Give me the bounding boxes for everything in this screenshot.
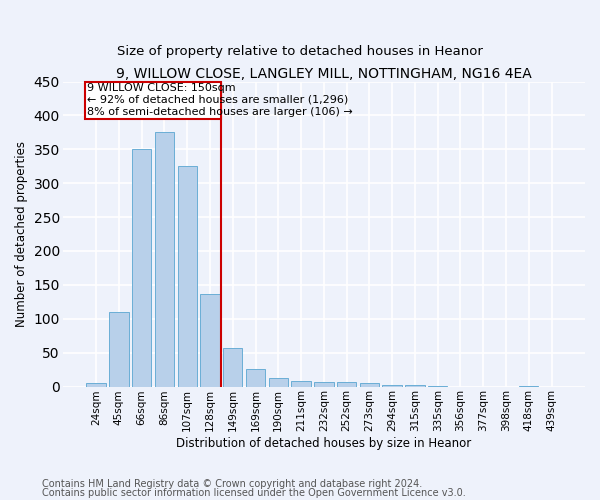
Bar (155, 132, 174, 386)
Text: Contains HM Land Registry data © Crown copyright and database right 2024.: Contains HM Land Registry data © Crown c… (42, 479, 422, 489)
Bar (132, 150, 151, 386)
Text: 9 WILLOW CLOSE: 150sqm: 9 WILLOW CLOSE: 150sqm (87, 83, 236, 93)
Bar (360, 383, 379, 386)
Bar (269, 378, 288, 386)
Bar (178, 166, 197, 386)
Bar (337, 382, 356, 386)
Text: ← 92% of detached houses are smaller (1,296): ← 92% of detached houses are smaller (1,… (87, 94, 348, 104)
Text: Size of property relative to detached houses in Heanor: Size of property relative to detached ho… (117, 45, 483, 58)
FancyBboxPatch shape (85, 82, 221, 119)
Bar (200, 294, 220, 386)
Bar (109, 312, 128, 386)
Bar (405, 385, 425, 386)
X-axis label: Distribution of detached houses by size in Heanor: Distribution of detached houses by size … (176, 437, 472, 450)
Bar (86, 383, 106, 386)
Bar (246, 369, 265, 386)
Text: Contains public sector information licensed under the Open Government Licence v3: Contains public sector information licen… (42, 488, 466, 498)
Title: 9, WILLOW CLOSE, LANGLEY MILL, NOTTINGHAM, NG16 4EA: 9, WILLOW CLOSE, LANGLEY MILL, NOTTINGHA… (116, 68, 532, 82)
Bar (314, 382, 334, 386)
Y-axis label: Number of detached properties: Number of detached properties (15, 141, 28, 327)
Bar (223, 348, 242, 387)
Bar (292, 381, 311, 386)
Text: 8% of semi-detached houses are larger (106) →: 8% of semi-detached houses are larger (1… (87, 106, 353, 117)
Bar (382, 384, 402, 386)
